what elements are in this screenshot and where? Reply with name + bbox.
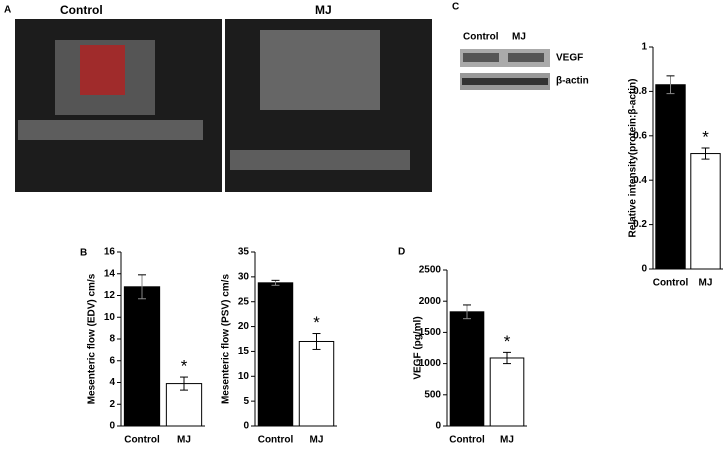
y-tick-label: 8 (109, 334, 115, 345)
y-tick-label: 500 (424, 389, 441, 400)
blot-band (463, 53, 499, 62)
y-tick-label: 0 (109, 421, 115, 432)
panel-label: C (452, 2, 459, 13)
y-tick-label: 2500 (419, 265, 442, 276)
bar (257, 282, 294, 427)
panel-label: D (398, 247, 405, 258)
image-title: MJ (315, 3, 332, 17)
waveform (18, 120, 203, 140)
x-tick-label: Control (258, 435, 294, 446)
y-tick-label: 0.2 (633, 219, 647, 230)
blot-lane: MJ (512, 32, 526, 43)
y-tick-label: 30 (238, 271, 250, 282)
blot-row: VEGF (556, 53, 583, 64)
image-title: Control (60, 3, 103, 17)
y-tick-label: 35 (238, 247, 250, 258)
blot-band (462, 78, 548, 85)
blot-row: β-actin (556, 76, 589, 87)
y-tick-label: 20 (238, 321, 250, 332)
bar (489, 357, 525, 427)
y-tick-label: 15 (238, 346, 250, 357)
y-tick-label: 14 (104, 268, 116, 279)
y-tick-label: 0.8 (633, 86, 647, 97)
y-axis-label: VEGF (pg/ml) (413, 316, 424, 379)
bar (690, 153, 721, 270)
panel-label: A (4, 5, 11, 16)
y-tick-label: 4 (109, 377, 115, 388)
bar (655, 84, 686, 270)
y-tick-label: 6 (109, 355, 115, 366)
doppler-region (260, 30, 380, 110)
y-tick-label: 0.4 (633, 175, 647, 186)
y-tick-label: 2000 (419, 296, 442, 307)
y-tick-label: 0 (435, 421, 441, 432)
y-tick-label: 10 (238, 371, 250, 382)
y-tick-label: 2 (109, 399, 115, 410)
y-tick-label: 1000 (419, 358, 442, 369)
y-tick-label: 0.6 (633, 130, 647, 141)
x-tick-label: Control (449, 435, 485, 446)
significance-mark: * (702, 127, 709, 146)
bar (298, 340, 335, 427)
y-axis-label: Mesenteric flow (EDV) cm/s (87, 273, 98, 404)
y-tick-label: 1500 (419, 327, 442, 338)
y-tick-label: 0 (641, 264, 647, 275)
blot-lane: Control (463, 32, 499, 43)
significance-mark: * (504, 332, 511, 351)
significance-mark: * (313, 313, 320, 332)
y-tick-label: 16 (104, 247, 116, 258)
bar (123, 286, 161, 427)
bar (449, 311, 485, 427)
y-tick-label: 10 (104, 312, 116, 323)
doppler-color (80, 45, 125, 95)
x-tick-label: Control (124, 435, 160, 446)
y-axis-label: Mesenteric flow (PSV) cm/s (221, 274, 232, 404)
waveform (230, 150, 410, 170)
x-tick-label: MJ (310, 435, 324, 446)
bar (165, 383, 203, 427)
y-axis-label: Relative intensity(protein:β-actin) (628, 79, 639, 238)
blot-band (508, 53, 544, 62)
x-tick-label: MJ (699, 278, 713, 289)
y-tick-label: 12 (104, 290, 116, 301)
x-tick-label: MJ (177, 435, 191, 446)
y-tick-label: 1 (641, 42, 647, 53)
y-tick-label: 5 (243, 396, 249, 407)
y-tick-label: 25 (238, 296, 250, 307)
panel-label: B (80, 248, 87, 259)
significance-mark: * (181, 357, 188, 376)
x-tick-label: MJ (500, 435, 514, 446)
x-tick-label: Control (653, 278, 689, 289)
y-tick-label: 0 (243, 421, 249, 432)
